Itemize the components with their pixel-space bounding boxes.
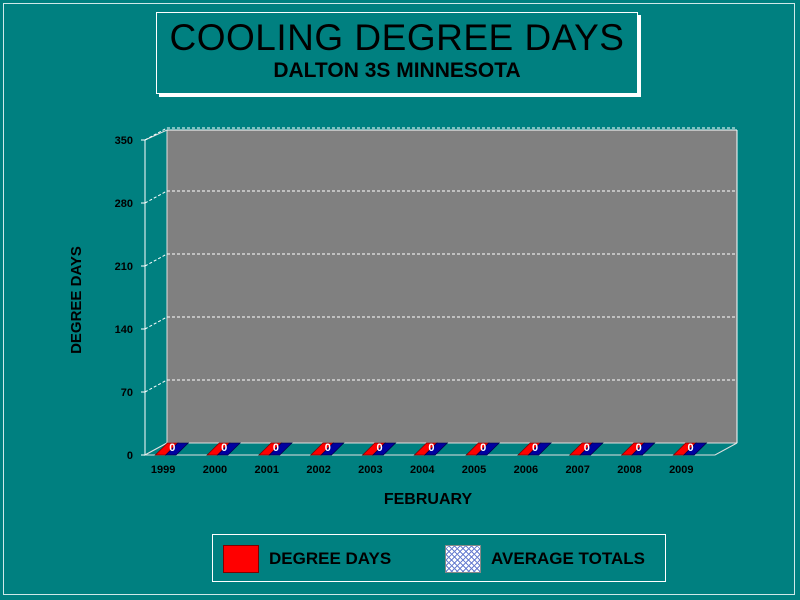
y-tick-label: 350: [115, 135, 133, 147]
data-label: 0: [169, 442, 175, 454]
plot-back-wall: [167, 130, 737, 443]
legend-swatch-red: [223, 545, 259, 573]
chart-subtitle: DALTON 3S MINNESOTA: [273, 59, 521, 82]
plot-area: [144, 129, 738, 456]
bars: 0 0 0 0 0 0 0 0 0 0 0: [154, 442, 708, 456]
y-tick-label: 140: [115, 324, 133, 336]
x-tick-label: 2002: [306, 464, 330, 476]
y-tick-label: 0: [127, 450, 133, 462]
x-tick-label: 2005: [462, 464, 486, 476]
data-label: 0: [221, 442, 227, 454]
grid-line-side: [144, 190, 168, 204]
x-axis-ticks: 1999 2000 2001 2002 2003 2004 2005 2006 2007 2008…: [151, 464, 694, 476]
data-label: 0: [584, 442, 590, 454]
y-tick-label: 210: [115, 261, 133, 273]
data-label: 0: [532, 442, 538, 454]
bar-average-totals: [475, 442, 501, 456]
x-tick-label: 1999: [151, 464, 175, 476]
legend: DEGREE DAYS AVERAGE TOTALS: [212, 534, 666, 582]
y-tick-label: 280: [115, 198, 133, 210]
x-tick-label: 2003: [358, 464, 382, 476]
chart-title: COOLING DEGREE DAYS: [169, 17, 625, 58]
bar-average-totals: [216, 442, 241, 456]
bar-average-totals: [164, 442, 190, 456]
y-axis-ticks: 0 70 140 210 280 350: [115, 135, 145, 462]
x-tick-label: 2006: [514, 464, 538, 476]
y-axis-label: DEGREE DAYS: [68, 246, 85, 354]
x-tick-label: 2008: [617, 464, 641, 476]
plot-side-wall: [144, 129, 168, 456]
legend-label-degree-days: DEGREE DAYS: [269, 549, 392, 568]
bar-average-totals: [527, 442, 552, 456]
bar-average-totals: [579, 442, 604, 456]
data-label: 0: [377, 442, 383, 454]
data-label: 0: [428, 442, 434, 454]
x-axis-label: FEBRUARY: [384, 491, 473, 508]
grid-line-side: [144, 127, 168, 141]
bar-average-totals: [372, 442, 397, 456]
legend-item-average-totals: AVERAGE TOTALS: [445, 545, 645, 573]
bar-average-totals: [682, 442, 708, 456]
data-label: 0: [325, 442, 331, 454]
outer-frame: [3, 3, 795, 595]
x-tick-label: 2000: [203, 464, 227, 476]
bar-average-totals: [320, 442, 345, 456]
grid-lines: [144, 127, 737, 393]
data-label: 0: [636, 442, 642, 454]
grid-line-side: [144, 379, 168, 393]
title-box: COOLING DEGREE DAYS DALTON 3S MINNESOTA: [156, 12, 638, 94]
data-label: 0: [687, 442, 693, 454]
x-tick-label: 2009: [669, 464, 693, 476]
grid-line-side: [144, 316, 168, 330]
data-label: 0: [273, 442, 279, 454]
x-tick-label: 2001: [255, 464, 279, 476]
y-tick-label: 70: [121, 387, 133, 399]
bar-average-totals: [268, 442, 293, 456]
legend-label-average-totals: AVERAGE TOTALS: [491, 549, 645, 568]
bar-average-totals: [631, 442, 656, 456]
x-tick-label: 2007: [565, 464, 589, 476]
legend-item-degree-days: DEGREE DAYS: [223, 545, 391, 573]
data-label: 0: [480, 442, 486, 454]
grid-line-side: [144, 253, 168, 267]
legend-swatch-hatched: [445, 545, 481, 573]
bar-average-totals: [423, 442, 449, 456]
x-tick-label: 2004: [410, 464, 435, 476]
